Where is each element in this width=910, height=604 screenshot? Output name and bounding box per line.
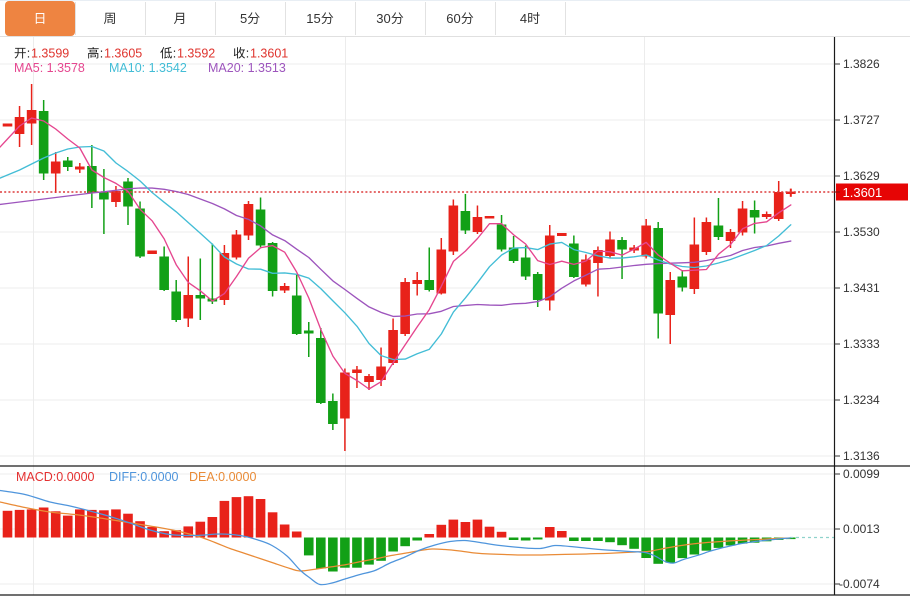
svg-text:1.3530: 1.3530 [843,225,880,239]
svg-text:1.3727: 1.3727 [843,113,880,127]
svg-text:1.3601: 1.3601 [843,185,883,200]
svg-text:4: 4 [520,11,527,26]
svg-text:60: 60 [446,11,460,26]
svg-text:30: 30 [376,11,390,26]
svg-text:DEA:0.0000: DEA:0.0000 [189,470,256,484]
svg-text:15: 15 [306,11,320,26]
svg-text:MACD:0.0000: MACD:0.0000 [16,470,95,484]
svg-text:DIFF:0.0000: DIFF:0.0000 [109,470,179,484]
svg-text:1.3592: 1.3592 [177,47,215,61]
svg-text:0.0099: 0.0099 [843,467,880,481]
svg-text:-0.0074: -0.0074 [839,577,880,591]
svg-text::: : [173,47,176,61]
svg-text:1.3605: 1.3605 [104,47,142,61]
svg-text:MA5: 1.3578: MA5: 1.3578 [14,61,85,75]
svg-text:MA20: 1.3513: MA20: 1.3513 [208,61,286,75]
svg-text::: : [246,47,249,61]
svg-text:1.3826: 1.3826 [843,57,880,71]
svg-text:1.3629: 1.3629 [843,169,880,183]
svg-text:1.3431: 1.3431 [843,281,880,295]
svg-text:5: 5 [240,11,247,26]
svg-text:0.0013: 0.0013 [843,522,880,536]
svg-text::: : [100,47,103,61]
svg-text::: : [27,47,30,61]
svg-text:1.3234: 1.3234 [843,393,880,407]
svg-text:1.3333: 1.3333 [843,337,880,351]
svg-text:1.3136: 1.3136 [843,449,880,463]
svg-text:MA10: 1.3542: MA10: 1.3542 [109,61,187,75]
svg-text:1.3599: 1.3599 [31,47,69,61]
svg-text:1.3601: 1.3601 [250,47,288,61]
